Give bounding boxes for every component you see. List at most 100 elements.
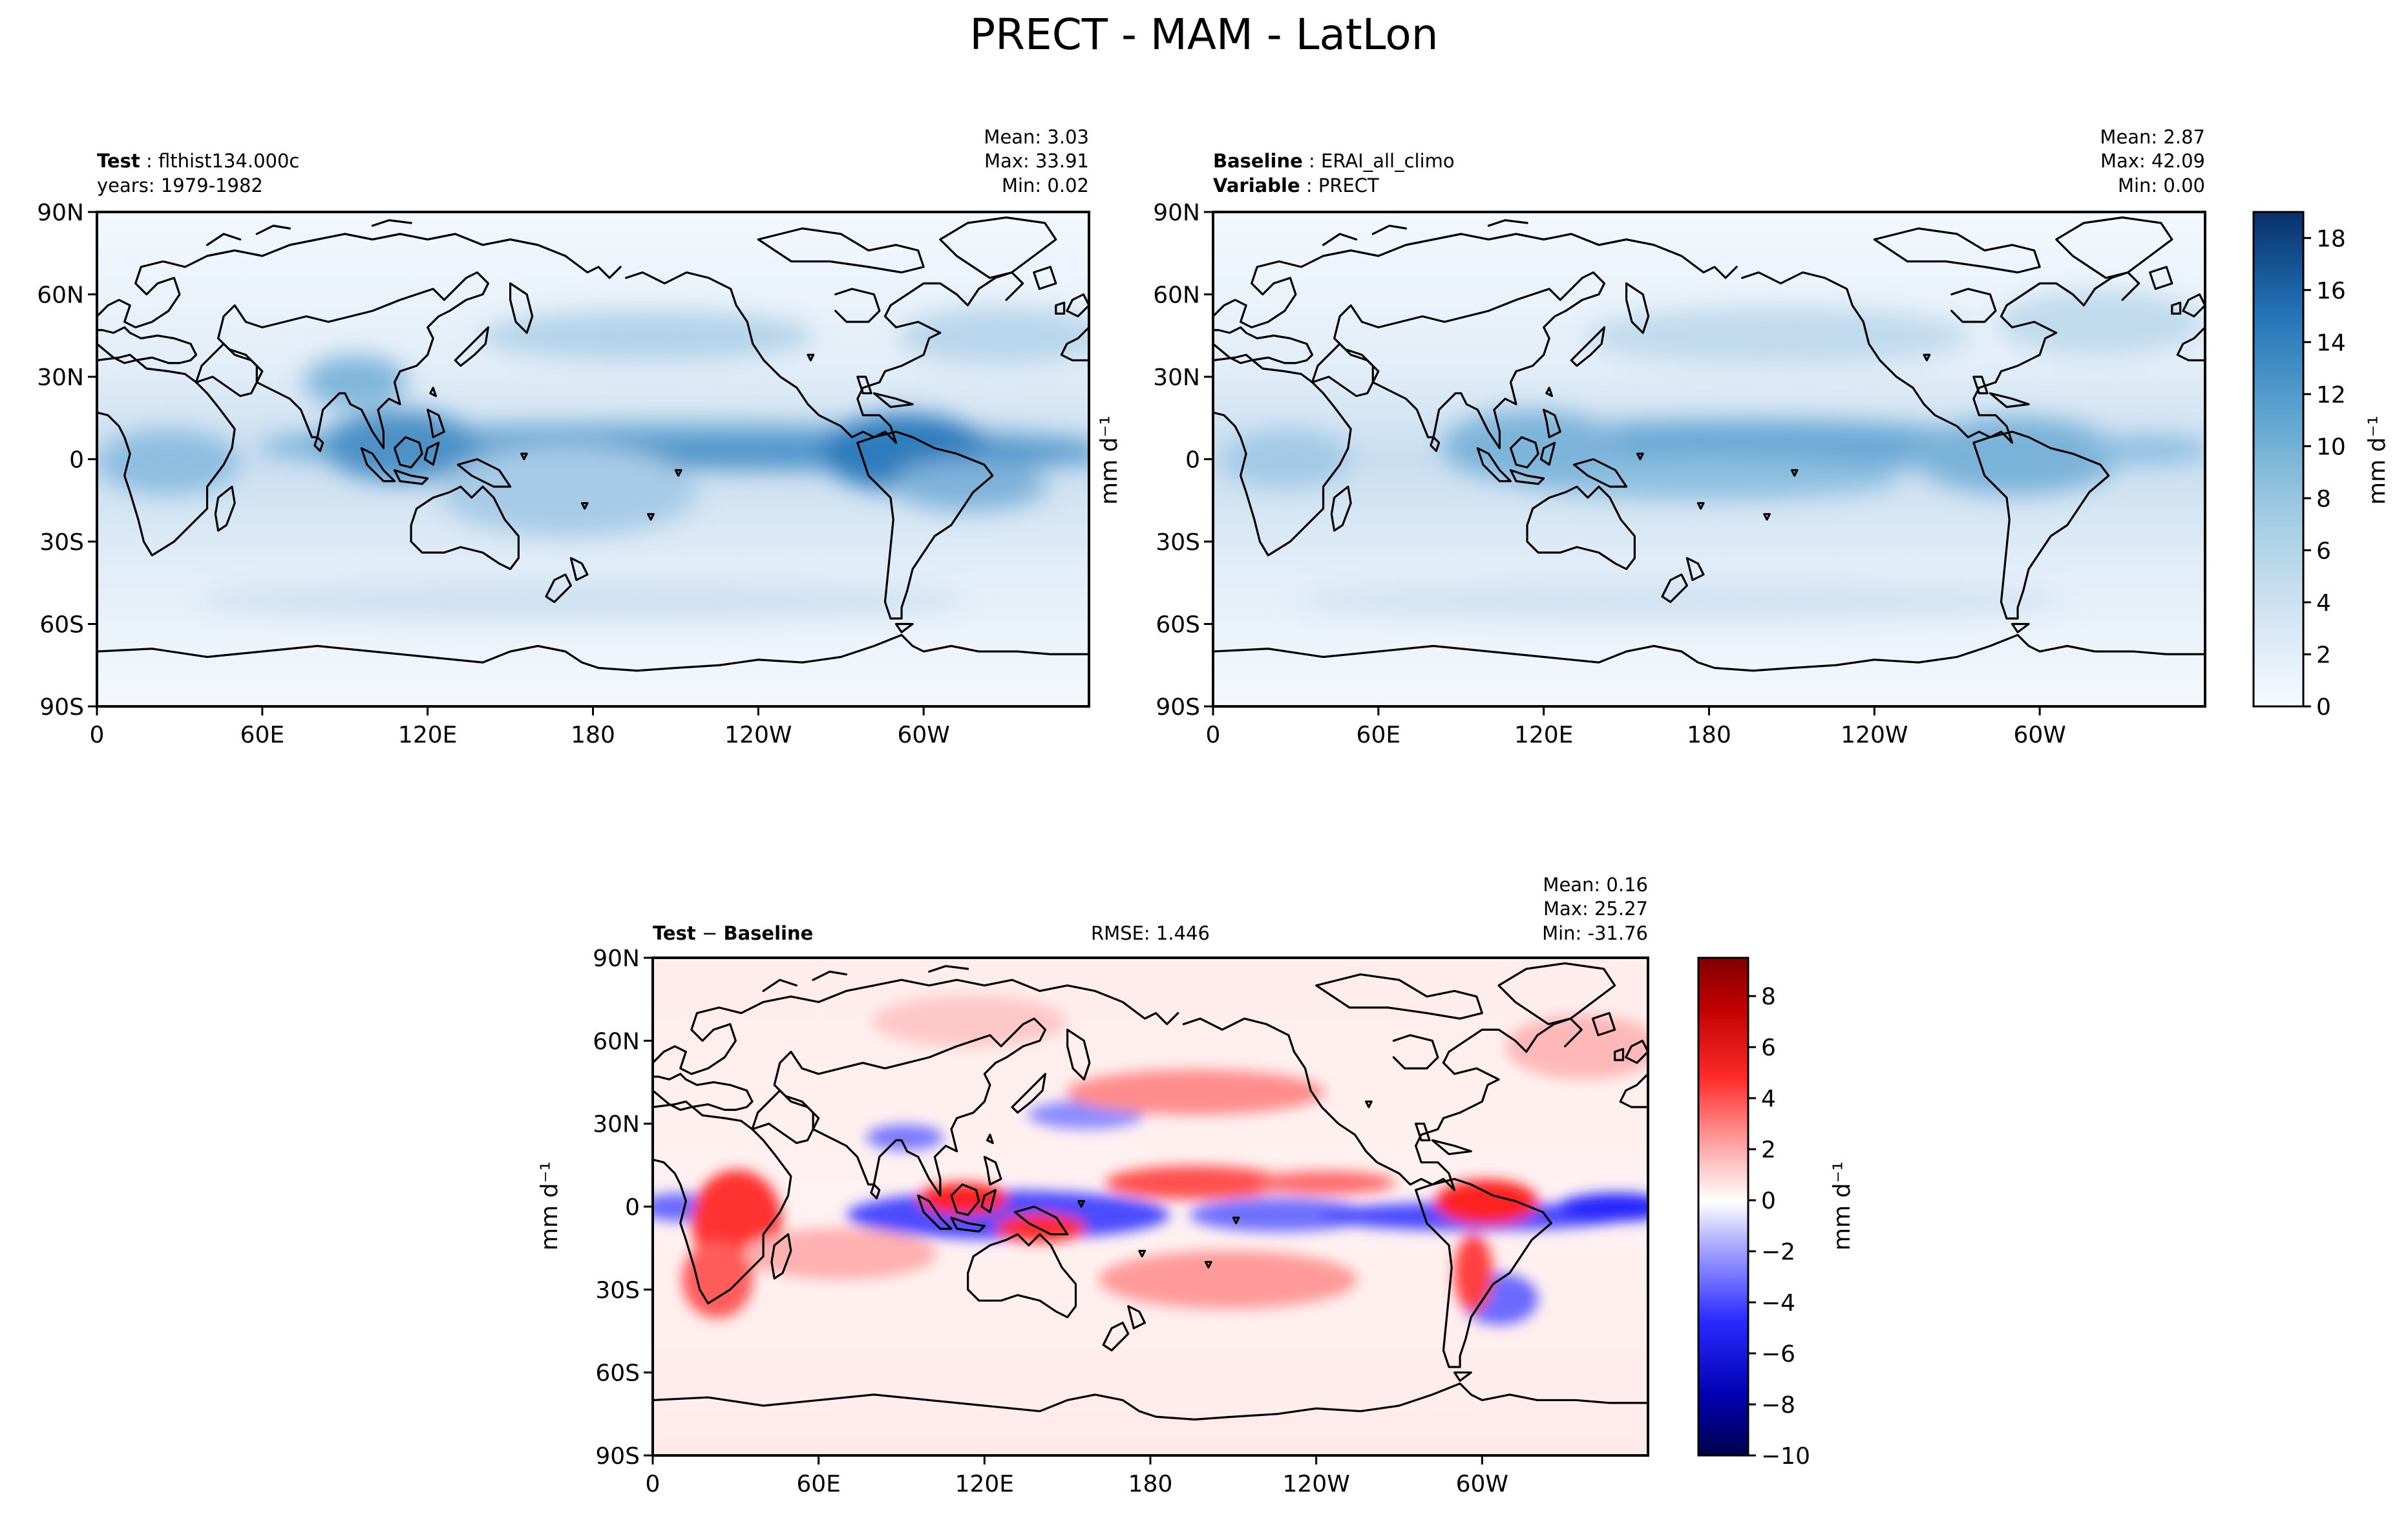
colorbar-tick-label: 8	[2316, 486, 2331, 513]
baseline-name-label: Baseline	[1213, 150, 1303, 172]
test-x-tick-label: 0	[90, 722, 105, 748]
colorbar-tick-label: 10	[2316, 434, 2346, 460]
colorbar-tick-label: 16	[2316, 278, 2346, 304]
test-y-axis: 90N 60N 30N 0 30S 60S 90S	[37, 200, 97, 721]
panel-baseline: 0 60E 120E 180 120W 60W 90N 60N 30N 0 30S 60S 90S m…	[1096, 126, 2206, 748]
colorbar-difference-label: mm d⁻¹	[1829, 1161, 1855, 1251]
difference-stat-mean: Mean: 0.16	[1543, 874, 1648, 896]
baseline-x-tick-label: 60W	[2013, 722, 2065, 748]
colorbar-tick-label: 2	[1761, 1137, 1776, 1163]
baseline-y-tick-label: 90S	[1156, 694, 1200, 721]
difference-title-test: Test	[653, 922, 696, 944]
difference-y-tick-label: 30N	[593, 1112, 640, 1138]
svg-text:Test : flthist134.000c: Test : flthist134.000c	[97, 150, 299, 172]
colorbar-tick-label: −10	[1761, 1443, 1810, 1470]
svg-text:Test − Baseline: Test − Baseline	[653, 922, 813, 944]
test-x-tick-label: 180	[571, 722, 615, 748]
colorbar-tick-label: 4	[2316, 590, 2331, 617]
difference-x-tick-label: 120E	[955, 1471, 1014, 1497]
colorbar-difference-ticks: 8 6 4 2 0 −2 −4 −6 −8 −10	[1748, 984, 1810, 1470]
difference-stat-min: Min: -31.76	[1542, 922, 1648, 944]
difference-x-tick-label: 60W	[1456, 1471, 1508, 1497]
colorbar-difference-bar	[1697, 957, 1749, 1457]
baseline-variable-label: Variable	[1213, 174, 1300, 196]
colorbar-precipitation-ticks: 0 2 4 6 8 10 12 14 16 18	[2303, 226, 2346, 721]
test-y-tick-label: 30S	[39, 529, 84, 556]
colorbar-tick-label: −2	[1761, 1239, 1795, 1265]
colorbar-tick-label: 12	[2316, 382, 2346, 408]
difference-y-axis: 90N 60N 30N 0 30S 60S 90S	[593, 946, 653, 1470]
difference-x-tick-label: 180	[1128, 1471, 1173, 1497]
baseline-x-tick-label: 0	[1206, 722, 1221, 748]
difference-x-axis: 0 60E 120E 180 120W 60W	[646, 1455, 1508, 1497]
colorbar-precipitation: 0 2 4 6 8 10 12 14 16 18 mm d⁻¹	[2252, 211, 2391, 721]
baseline-variable-value: PRECT	[1318, 174, 1379, 196]
colorbar-tick-label: 2	[2316, 642, 2331, 668]
baseline-stat-max: Max: 42.09	[2100, 150, 2205, 172]
test-y-tick-label: 90S	[39, 694, 84, 721]
difference-title-baseline: Baseline	[723, 922, 813, 944]
test-name-label: Test	[97, 150, 140, 172]
difference-y-tick-label: 60N	[593, 1028, 640, 1055]
baseline-y-tick-label: 60N	[1153, 282, 1200, 309]
colorbar-tick-label: 18	[2316, 226, 2346, 252]
test-stat-max: Max: 33.91	[984, 150, 1089, 172]
difference-y-tick-label: 0	[625, 1194, 640, 1221]
panel-test: 0 60E 120E 180 120W 60W 90N 60N 30N 0 30S 60S 90S T…	[37, 126, 1090, 748]
colorbar-tick-label: 4	[1761, 1086, 1776, 1112]
test-x-tick-label: 60E	[240, 722, 285, 748]
colorbar-tick-label: 14	[2316, 330, 2346, 356]
test-name-value: flthist134.000c	[158, 150, 299, 172]
test-field-features	[97, 307, 1089, 620]
test-y-tick-label: 60S	[39, 612, 84, 639]
svg-text:Variable : PRECT: Variable : PRECT	[1213, 174, 1379, 196]
colorbar-tick-label: −6	[1761, 1341, 1795, 1368]
baseline-y-tick-label: 60S	[1156, 612, 1200, 639]
colorbar-difference: 8 6 4 2 0 −2 −4 −6 −8 −10 mm d⁻¹	[1697, 957, 1855, 1470]
baseline-stat-min: Min: 0.00	[2118, 174, 2205, 196]
difference-y-tick-label: 30S	[595, 1277, 640, 1304]
difference-stat-max: Max: 25.27	[1543, 898, 1648, 920]
baseline-y-tick-label: 30N	[1153, 365, 1200, 391]
baseline-x-tick-label: 60E	[1357, 722, 1401, 748]
figure-title: PRECT - MAM - LatLon	[969, 10, 1438, 59]
svg-text:Baseline : ERAI_all_climo: Baseline : ERAI_all_climo	[1213, 150, 1455, 172]
colorbar-tick-label: 8	[1761, 984, 1776, 1010]
test-y-tick-label: 0	[69, 447, 84, 474]
difference-x-tick-label: 60E	[796, 1471, 841, 1497]
colorbar-tick-label: 0	[2316, 694, 2331, 721]
difference-rmse: RMSE: 1.446	[1091, 922, 1210, 944]
colorbar-tick-label: 0	[1761, 1188, 1776, 1214]
difference-x-tick-label: 120W	[1283, 1471, 1350, 1497]
baseline-name-value: ERAI_all_climo	[1321, 150, 1455, 172]
baseline-y-tick-label: 0	[1185, 447, 1200, 474]
colorbar-precipitation-label: mm d⁻¹	[2364, 416, 2391, 505]
baseline-x-tick-label: 120E	[1514, 722, 1573, 748]
baseline-x-tick-label: 180	[1687, 722, 1731, 748]
difference-y-label: mm d⁻¹	[536, 1161, 563, 1251]
baseline-x-axis: 0 60E 120E 180 120W 60W	[1206, 706, 2066, 748]
baseline-x-tick-label: 120W	[1841, 722, 1908, 748]
baseline-y-tick-label: 30S	[1156, 529, 1200, 556]
colorbar-tick-label: −4	[1761, 1290, 1795, 1316]
difference-y-tick-label: 90N	[593, 946, 640, 972]
baseline-stat-mean: Mean: 2.87	[2100, 126, 2205, 148]
baseline-y-axis: 90N 60N 30N 0 30S 60S 90S	[1153, 200, 1213, 721]
test-x-tick-label: 60W	[897, 722, 949, 748]
difference-field-features	[653, 995, 1648, 1325]
colorbar-tick-label: −8	[1761, 1392, 1795, 1419]
colorbar-tick-label: 6	[2316, 538, 2331, 564]
test-stat-mean: Mean: 3.03	[984, 126, 1089, 148]
colorbar-tick-label: 6	[1761, 1035, 1776, 1061]
test-years: years: 1979-1982	[97, 174, 263, 196]
difference-x-tick-label: 0	[646, 1471, 660, 1497]
test-x-tick-label: 120W	[724, 722, 792, 748]
test-y-tick-label: 90N	[37, 200, 84, 226]
test-x-axis: 0 60E 120E 180 120W 60W	[90, 706, 950, 748]
baseline-y-label: mm d⁻¹	[1096, 416, 1123, 505]
test-y-tick-label: 30N	[37, 365, 84, 391]
colorbar-precipitation-bar	[2252, 211, 2305, 708]
baseline-y-tick-label: 90N	[1153, 200, 1200, 226]
difference-y-tick-label: 90S	[595, 1443, 640, 1470]
